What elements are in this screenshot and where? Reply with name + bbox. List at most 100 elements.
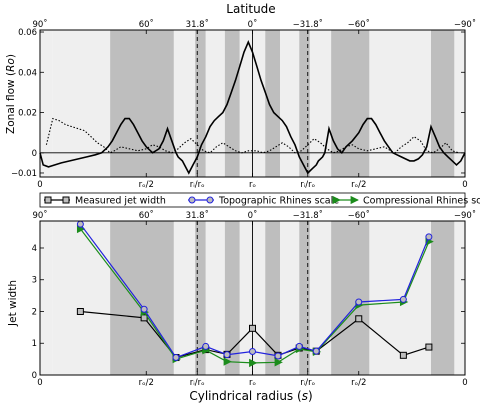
data-point-circle [425,233,433,241]
data-point-square [76,307,84,315]
latitude-band [110,30,174,177]
latitude-band [454,30,465,177]
data-point-square [62,196,70,204]
y-tick-label: 0.04 [18,68,37,78]
y-ticks-bottom: 0 1 2 3 4 [32,244,465,381]
latitude-band [331,30,370,177]
radius-tick-label: 0 [37,378,42,388]
data-point-triangle [332,195,341,205]
radius-tick-label: rᵢ/rₒ [190,378,205,388]
data-point-square [249,324,256,332]
data-point-square [399,351,407,359]
radius-tick-label: rᵢ/rₒ [300,180,315,190]
latitude-tick-label: 31.8˚ [186,210,209,221]
data-point-circle [206,196,214,204]
latitude-band [280,30,300,177]
latitude-band [173,221,196,375]
latitude-band [195,221,206,375]
y-axis-label-bottom: Jet width [7,280,19,327]
radius-tick-label: rₒ [249,378,256,388]
latitude-band [280,221,300,375]
latitude-tick-label: −90˚ [454,19,476,30]
latitude-tick-label: 31.8˚ [186,19,209,30]
zonal-flow-dotted-line [45,117,459,154]
latitude-tick-label: −31.8˚ [293,210,323,221]
latitude-band [309,221,332,375]
data-point-circle [140,305,148,313]
latitude-tick-label: −90˚ [454,210,476,221]
radius-tick-label: rᵢ/rₒ [190,180,205,190]
latitude-band [205,30,225,177]
chart-title: Latitude [226,2,275,16]
y-tick-label: 0.06 [18,28,37,38]
data-point-circle [274,352,282,360]
radius-tick-label: rₒ/2 [351,180,366,190]
data-point-circle [399,295,407,303]
series-line [79,223,430,359]
latitude-band [224,30,240,177]
data-point-square [140,314,148,322]
latitude-band [173,30,196,177]
latitude-tick-label: 60˚ [139,19,154,30]
latitude-band [265,30,281,177]
y-tick-label: 2 [32,307,37,317]
y-ticks-top: −0.01 0 0.02 0.04 0.06 [11,28,465,179]
radius-ticks-bottom: 0 rₒ/2 rᵢ/rₒ rₒ rᵢ/rₒ rₒ/2 0 [37,371,468,388]
x-axis-label: Cylindrical radius (s) [189,389,312,403]
data-point-square [355,315,363,323]
latitude-band [265,221,281,375]
data-point-triangle [223,357,232,366]
legend-label: Topographic Rhines scale [218,196,339,207]
jet-width-panel: 0 1 2 3 4 90˚ 60˚ 31.8˚ 0˚ −31.8˚ −60˚ −90˚ 0 rₒ/2 r… [7,210,476,403]
latitude-band [110,221,174,375]
y-tick-label: 0 [32,371,37,381]
latitude-band [331,221,370,375]
data-point-circle [76,220,84,228]
zonal-flow-series [39,40,466,175]
data-point-square [425,343,433,351]
radius-tick-label: 0 [462,378,467,388]
legend-box [39,192,466,208]
y-axis-label-unit: Ro [5,58,17,72]
jet-width-series [76,220,434,368]
y-tick-label: 0.02 [18,109,37,119]
latitude-ticks-bottom: 90˚ 60˚ 31.8˚ 0˚ −31.8˚ −60˚ −90˚ [32,210,476,225]
latitude-band [299,221,310,375]
latitude-band [205,221,225,375]
latitude-tick-label: −60˚ [348,19,370,30]
latitude-tick-label: 90˚ [32,210,47,221]
latitude-tick-label: 0˚ [248,19,258,30]
latitude-band [52,221,111,375]
latitude-band [454,221,465,375]
legend-label: Compressional Rhines scale [363,196,480,207]
latitude-band [431,221,455,375]
data-point-square [44,196,52,204]
data-point-triangle [350,195,359,205]
data-point-circle [188,196,196,204]
y-tick-label: 1 [32,339,37,349]
radius-tick-label: rₒ/2 [139,180,154,190]
y-tick-label: 3 [32,276,37,286]
y-tick-label: 4 [32,244,37,254]
latitude-ticks-top: 90˚ 60˚ 31.8˚ 0˚ −31.8˚ −60˚ −90˚ [32,19,476,34]
x-axis-label-symbol: s [302,389,308,403]
data-point-circle [172,354,180,362]
zonal-flow-line [39,40,466,175]
y-axis-label-top: Zonal flow (Ro) [5,54,17,134]
radius-tick-label: rₒ [249,180,256,190]
latitude-band [299,30,310,177]
y-tick-label: 0 [32,149,37,159]
latitude-tick-label: 90˚ [32,19,47,30]
y-tick-label: −0.01 [11,169,37,179]
data-point-circle [249,348,256,356]
legend-label: Measured jet width [75,196,166,207]
data-point-circle [355,298,363,306]
latitude-band [431,30,455,177]
latitude-band [40,30,53,177]
data-point-circle [312,347,320,355]
latitude-band [195,30,206,177]
latitude-tick-label: −60˚ [348,210,370,221]
latitude-band [52,30,111,177]
